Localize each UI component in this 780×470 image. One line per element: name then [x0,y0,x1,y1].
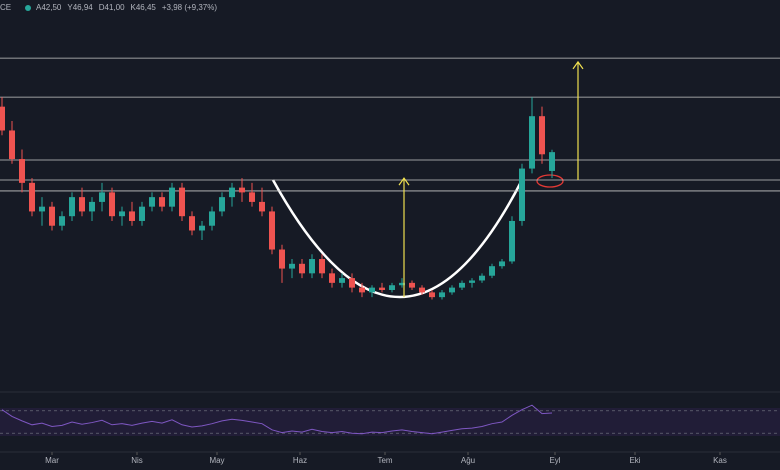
candle-body [69,197,75,217]
candle-body [229,187,235,198]
candle-body [209,211,215,226]
x-tick-label: Eyl [549,456,560,465]
x-tick-label: Ağu [461,456,475,465]
x-tick-label: May [209,456,224,465]
candle-body [389,285,395,290]
candle-body [39,206,45,212]
candle-body [509,220,515,262]
candle-body [539,116,545,155]
candle-body [479,275,485,281]
candle-body [109,192,115,217]
candle-body [549,152,555,171]
candle-body [519,168,525,221]
x-tick-label: Mar [45,456,59,465]
ohlc-label: +3,98 (+9,37%) [162,3,217,12]
candle-body [339,278,345,283]
candle-body [449,287,455,293]
candle-body [119,211,125,217]
candle-body [259,201,265,212]
candle-body [9,130,15,160]
candle-body [139,206,145,221]
candle-body [49,206,55,226]
cup-curve [271,179,524,298]
candle-body [429,292,435,298]
x-tick-label: Haz [293,456,307,465]
x-tick-label: Kas [713,456,727,465]
candle-body [309,259,315,274]
candle-body [199,225,205,231]
candle-body [459,282,465,288]
candle-body [239,187,245,193]
arrow-head [572,60,584,70]
x-tick-label: Eki [629,456,640,465]
x-tick-label: Nis [131,456,143,465]
ohlc-label: D41,00 [99,3,125,12]
candle-body [529,116,535,169]
candle-body [269,211,275,250]
candle-body [159,197,165,207]
arrow-head [398,177,410,186]
candle-body [0,106,5,131]
candle-body [219,197,225,212]
candle-body [329,273,335,283]
candle-body [489,266,495,276]
candle-body [179,187,185,217]
candle-body [399,282,405,286]
highlight-ellipse [536,174,564,188]
ohlc-label: A42,50 [36,3,62,12]
candle-body [29,182,35,212]
ohlc-label: Y46,94 [67,3,93,12]
candle-body [169,187,175,207]
candle-body [19,159,25,183]
candle-body [319,259,325,274]
candle-body [189,216,195,231]
candle-body [99,192,105,202]
symbol: CE [0,3,11,12]
candle-body [369,287,375,293]
candle-body [149,197,155,207]
status-dot [25,5,31,11]
candle-body [79,197,85,212]
candle-body [129,211,135,221]
candle-body [409,282,415,288]
candle-body [279,249,285,269]
candle-body [89,201,95,212]
rsi-line [1,404,553,435]
candle-body [299,263,305,274]
candle-body [439,292,445,298]
x-tick-label: Tem [377,456,392,465]
candle-body [249,192,255,202]
candle-body [289,263,295,269]
candle-body [499,261,505,267]
candle-body [59,216,65,226]
candle-body [349,278,355,288]
candle-body [359,287,365,293]
candle-body [419,287,425,293]
candle-body [469,280,475,283]
ohlc-label: K46,45 [131,3,157,12]
candle-body [379,287,385,290]
